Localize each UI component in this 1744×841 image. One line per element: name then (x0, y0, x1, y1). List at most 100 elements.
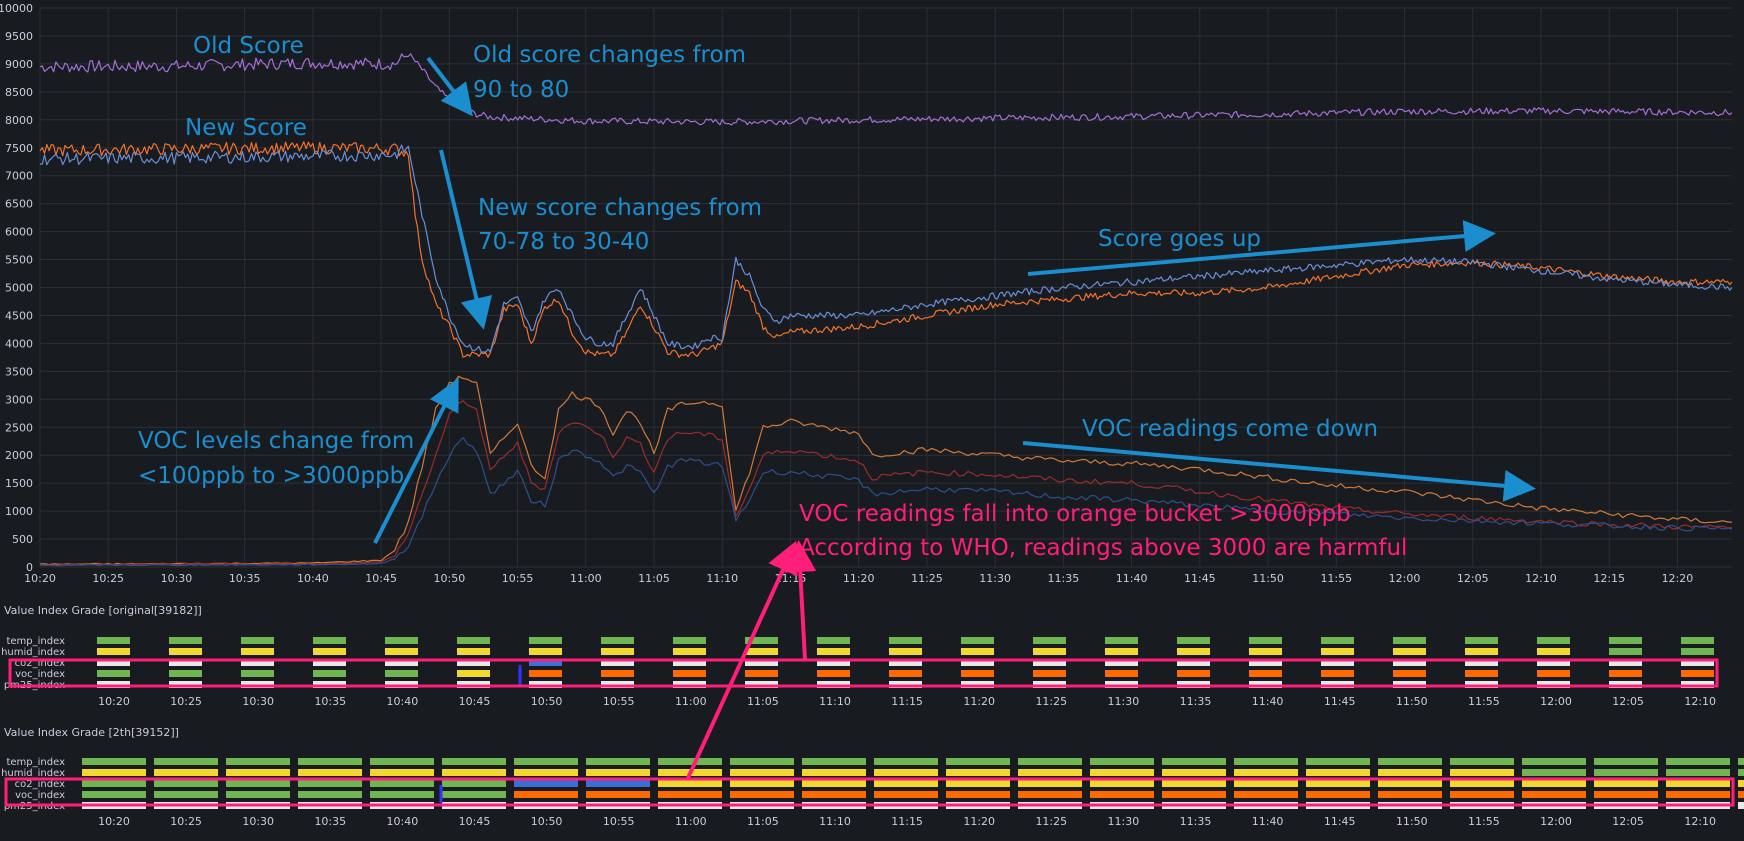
heatmap-cell[interactable] (961, 670, 994, 677)
heatmap-cell[interactable] (1249, 670, 1282, 677)
heatmap-cell[interactable] (745, 648, 778, 655)
heatmap-cell[interactable] (154, 758, 218, 765)
heatmap-cell[interactable] (1306, 769, 1370, 776)
heatmap-cell[interactable] (1033, 648, 1066, 655)
heatmap-cell[interactable] (889, 670, 922, 677)
heatmap-cell[interactable] (370, 780, 434, 787)
heatmap-cell[interactable] (673, 648, 706, 655)
series-line-old-score[interactable] (39, 53, 1733, 126)
heatmap-cell[interactable] (154, 780, 218, 787)
heatmap-cell[interactable] (817, 648, 850, 655)
heatmap-cell[interactable] (745, 637, 778, 644)
heatmap-cell[interactable] (1033, 659, 1066, 666)
heatmap-cell[interactable] (601, 670, 634, 677)
heatmap-cell[interactable] (889, 659, 922, 666)
heatmap-cell[interactable] (169, 659, 202, 666)
heatmap-cell[interactable] (601, 648, 634, 655)
heatmap-cell[interactable] (1393, 659, 1426, 666)
heatmap-cell[interactable] (298, 791, 362, 798)
heatmap-cell[interactable] (601, 659, 634, 666)
heatmap-cell[interactable] (1465, 659, 1498, 666)
series-line-voc-dark-red[interactable] (39, 400, 1732, 566)
heatmap-cell[interactable] (946, 780, 1010, 787)
heatmap-cell[interactable] (1321, 659, 1354, 666)
heatmap-cell[interactable] (1666, 791, 1730, 798)
heatmap-cell[interactable] (1378, 780, 1442, 787)
heatmap-cell[interactable] (1738, 791, 1744, 798)
heatmap-cell[interactable] (1105, 637, 1138, 644)
heatmap-cell[interactable] (802, 780, 866, 787)
heatmap-cell[interactable] (442, 780, 506, 787)
heatmap-cell[interactable] (601, 637, 634, 644)
heatmap-cell[interactable] (1162, 758, 1226, 765)
heatmap-cell[interactable] (961, 648, 994, 655)
heatmap-cell[interactable] (385, 670, 418, 677)
heatmap-cell[interactable] (1738, 758, 1744, 765)
heatmap-cell[interactable] (1738, 769, 1744, 776)
heatmap-cell[interactable] (658, 758, 722, 765)
heatmap-cell[interactable] (1450, 758, 1514, 765)
heatmap-cell[interactable] (529, 670, 562, 677)
heatmap-cell[interactable] (1162, 780, 1226, 787)
heatmap-cell[interactable] (226, 758, 290, 765)
heatmap-cell[interactable] (97, 670, 130, 677)
heatmap-cell[interactable] (1594, 791, 1658, 798)
heatmap-cell[interactable] (817, 670, 850, 677)
heatmap-cell[interactable] (1666, 769, 1730, 776)
heatmap-cell[interactable] (1162, 791, 1226, 798)
heatmap-cell[interactable] (889, 648, 922, 655)
heatmap-cell[interactable] (1681, 670, 1714, 677)
series-line-new-score-a[interactable] (39, 141, 1733, 358)
heatmap-cell[interactable] (82, 791, 146, 798)
heatmap-cell[interactable] (1090, 780, 1154, 787)
heatmap-cell[interactable] (586, 758, 650, 765)
heatmap-cell[interactable] (1609, 659, 1642, 666)
heatmap-cell[interactable] (1090, 758, 1154, 765)
heatmap-cell[interactable] (1234, 769, 1298, 776)
heatmap-cell[interactable] (961, 637, 994, 644)
heatmap-cell[interactable] (1090, 769, 1154, 776)
heatmap-cell[interactable] (1738, 802, 1744, 809)
heatmap-cell[interactable] (1465, 648, 1498, 655)
heatmap-cell[interactable] (1090, 791, 1154, 798)
heatmap-cell[interactable] (1666, 758, 1730, 765)
heatmap-cell[interactable] (82, 769, 146, 776)
heatmap-cell[interactable] (529, 637, 562, 644)
heatmap-cell[interactable] (874, 758, 938, 765)
heatmap-cell[interactable] (154, 791, 218, 798)
heatmap-cell[interactable] (82, 758, 146, 765)
heatmap-cell[interactable] (169, 648, 202, 655)
heatmap-cell[interactable] (1234, 758, 1298, 765)
heatmap-cell[interactable] (97, 659, 130, 666)
heatmap-cell[interactable] (874, 780, 938, 787)
heatmap-cell[interactable] (514, 769, 578, 776)
heatmap-cell[interactable] (1450, 769, 1514, 776)
heatmap-cell[interactable] (154, 769, 218, 776)
heatmap-cell[interactable] (1609, 637, 1642, 644)
heatmap-cell[interactable] (1393, 637, 1426, 644)
heatmap-cell[interactable] (817, 659, 850, 666)
heatmap-cell[interactable] (1306, 780, 1370, 787)
heatmap-cell[interactable] (802, 791, 866, 798)
heatmap-cell[interactable] (1666, 780, 1730, 787)
heatmap-cell[interactable] (97, 637, 130, 644)
heatmap-cell[interactable] (1522, 769, 1586, 776)
heatmap-cell[interactable] (241, 659, 274, 666)
heatmap-cell[interactable] (874, 769, 938, 776)
heatmap-cell[interactable] (1249, 659, 1282, 666)
panel-title-original[interactable]: Value Index Grade [original[39182]] (4, 604, 202, 617)
heatmap-cell[interactable] (730, 769, 794, 776)
heatmap-cell[interactable] (1105, 648, 1138, 655)
heatmap-cell[interactable] (442, 758, 506, 765)
heatmap-cell[interactable] (385, 648, 418, 655)
heatmap-cell[interactable] (1522, 758, 1586, 765)
heatmap-cell[interactable] (673, 670, 706, 677)
heatmap-cell[interactable] (1162, 769, 1226, 776)
heatmap-cell[interactable] (961, 659, 994, 666)
heatmap-cell[interactable] (1522, 780, 1586, 787)
heatmap-cell[interactable] (1177, 637, 1210, 644)
heatmap-cell[interactable] (1609, 670, 1642, 677)
heatmap-cell[interactable] (673, 637, 706, 644)
series-line-voc-orange[interactable] (39, 375, 1733, 566)
heatmap-cell[interactable] (1234, 780, 1298, 787)
